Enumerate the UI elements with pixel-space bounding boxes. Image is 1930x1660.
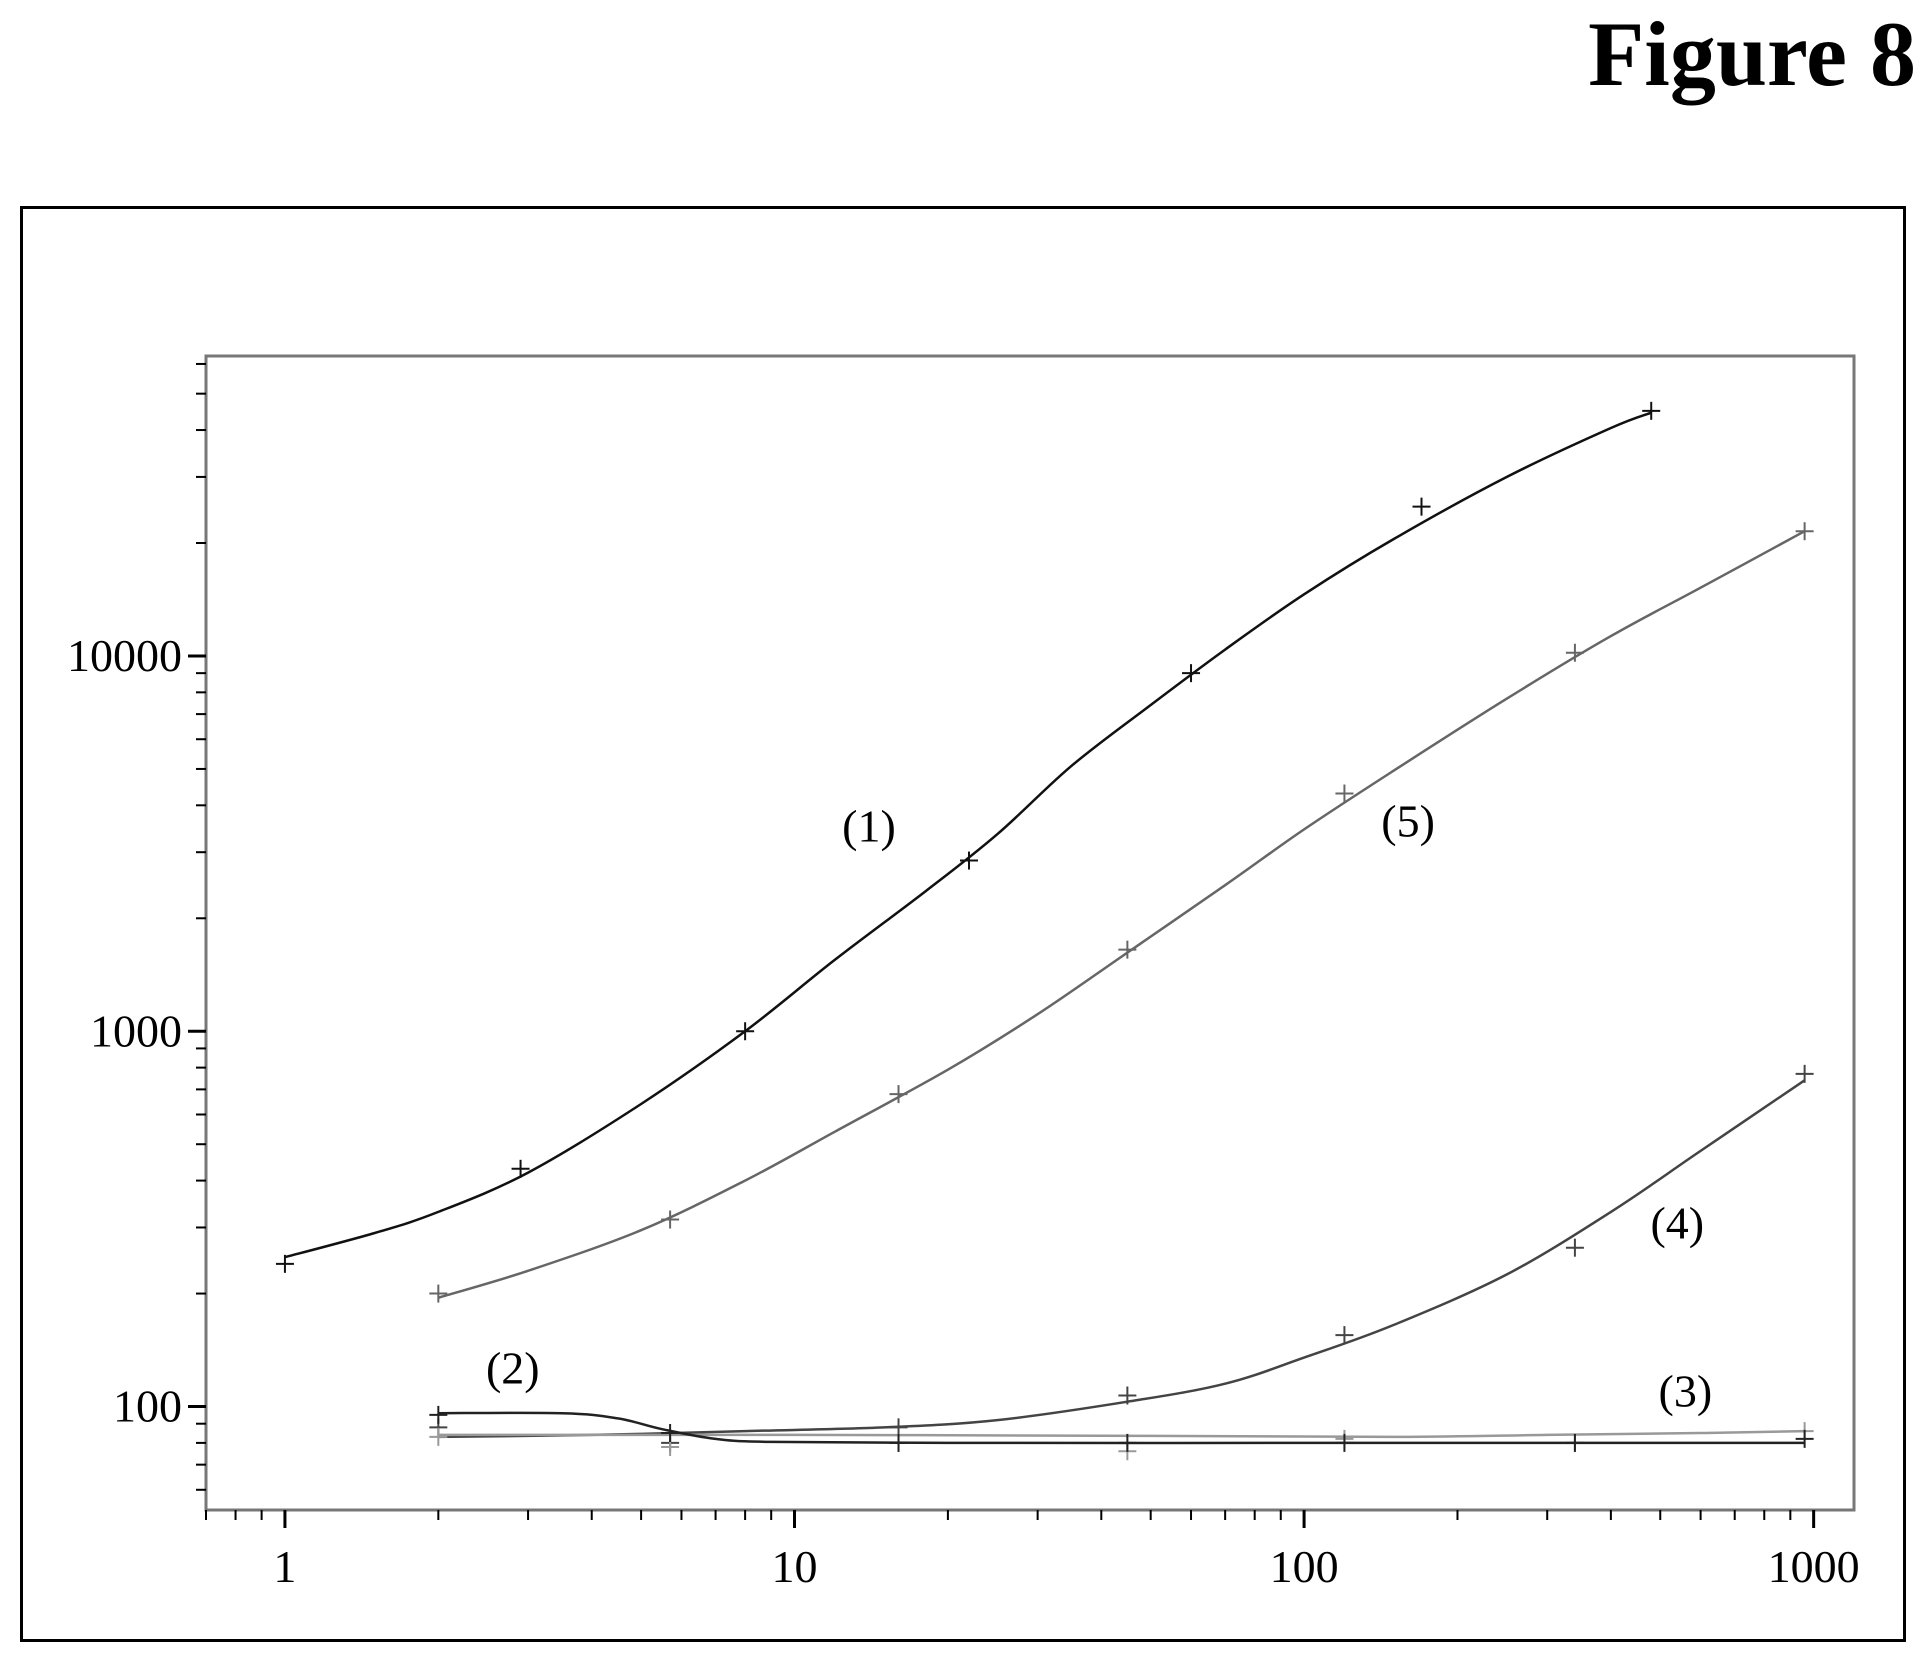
x-tick-label: 100 xyxy=(1270,1541,1339,1592)
series-curve xyxy=(437,530,1806,1299)
x-axis: 1 10 100 1000 xyxy=(205,1510,1860,1592)
series-curve xyxy=(438,1429,1805,1439)
series-curve xyxy=(438,1079,1806,1439)
data-point-marker xyxy=(429,1427,448,1446)
data-point-marker xyxy=(959,851,978,870)
figure-title: Figure 8 xyxy=(1588,3,1916,105)
data-point-marker xyxy=(1412,497,1431,516)
data-point-marker xyxy=(511,1159,530,1178)
series-curve xyxy=(284,411,1652,1259)
x-tick-label: 1000 xyxy=(1768,1541,1860,1592)
data-point-marker xyxy=(889,1433,908,1452)
data-point-marker xyxy=(1335,1433,1354,1452)
figure-frame xyxy=(20,206,1906,1642)
data-point-marker xyxy=(1182,664,1201,683)
data-point-marker xyxy=(889,1085,908,1104)
curve-labels: (1) (5) (4) (3) (2) xyxy=(486,796,1712,1417)
data-point-marker xyxy=(429,1284,448,1303)
data-point-marker xyxy=(1565,1238,1584,1257)
data-point-marker xyxy=(889,1418,908,1437)
y-tick-label: 100 xyxy=(113,1381,182,1432)
curve-label: (4) xyxy=(1650,1198,1704,1249)
data-point-marker xyxy=(1335,784,1354,803)
data-point-marker xyxy=(429,1405,448,1424)
data-point-marker xyxy=(1118,1433,1137,1452)
series-4 xyxy=(429,1422,1814,1461)
curve-label: (3) xyxy=(1659,1366,1713,1417)
data-point-marker xyxy=(1335,1326,1354,1345)
data-point-marker xyxy=(275,1254,294,1273)
curve-label: (1) xyxy=(842,801,896,852)
data-point-marker xyxy=(1565,643,1584,662)
series-layer xyxy=(275,401,1814,1461)
series-5 xyxy=(429,1405,1814,1452)
data-point-marker xyxy=(736,1022,755,1041)
data-point-marker xyxy=(661,1210,680,1229)
curve-label: (2) xyxy=(486,1343,540,1394)
data-point-marker xyxy=(1118,940,1137,959)
x-tick-label: 1 xyxy=(273,1541,296,1592)
series-1 xyxy=(275,401,1661,1273)
data-point-marker xyxy=(661,1424,680,1443)
series-3 xyxy=(429,1064,1814,1452)
y-axis: 100 1000 10000 xyxy=(67,362,206,1491)
data-point-marker xyxy=(1795,522,1814,541)
data-point-marker xyxy=(1642,401,1661,420)
plot-area-frame xyxy=(204,354,1856,1512)
y-tick-label: 1000 xyxy=(90,1005,182,1056)
data-point-marker xyxy=(1118,1386,1137,1405)
y-tick-label: 10000 xyxy=(67,630,182,681)
series-curve xyxy=(438,1411,1805,1445)
data-point-marker xyxy=(1565,1433,1584,1452)
x-tick-label: 10 xyxy=(772,1541,818,1592)
curve-label: (5) xyxy=(1381,796,1435,847)
series-2 xyxy=(429,522,1814,1303)
data-point-marker xyxy=(1795,1429,1814,1448)
data-point-marker xyxy=(1795,1064,1814,1083)
